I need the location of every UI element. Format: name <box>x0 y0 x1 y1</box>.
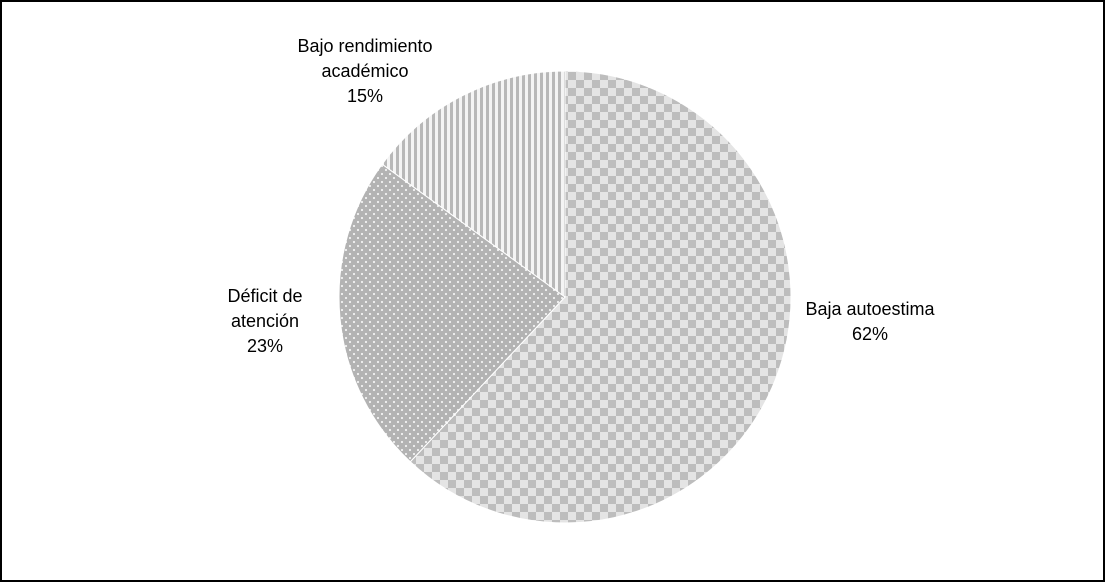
slice-label: Déficit de atención 23% <box>210 284 320 359</box>
value-label: 23% <box>246 336 284 356</box>
slice-label: Bajo rendimiento académico 15% <box>280 34 450 109</box>
pie-slice <box>409 70 792 524</box>
pie-slice <box>381 70 566 298</box>
slice-label: Baja autoestima 62% <box>770 297 970 347</box>
pie-slice <box>338 163 566 463</box>
value-label: 15% <box>346 86 384 106</box>
category-label: Bajo rendimiento académico <box>297 36 433 81</box>
category-label: Baja autoestima <box>805 299 935 319</box>
value-label: 62% <box>851 324 889 344</box>
category-label: Déficit de atención <box>227 286 303 331</box>
